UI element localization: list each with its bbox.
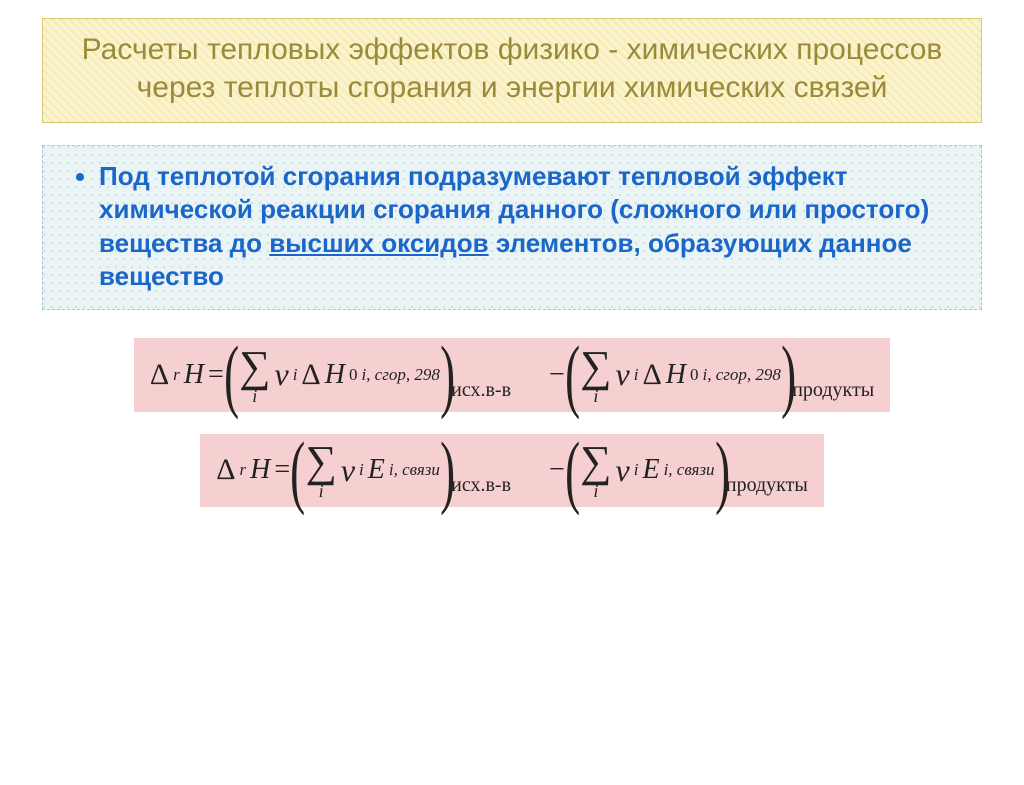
term-sup: 0 [349, 365, 358, 385]
slide: Расчеты тепловых эффектов физико - химич… [0, 18, 1024, 785]
term-H: H [325, 359, 345, 391]
paren-close-icon: ) [781, 344, 796, 406]
definition-item: Под теплотой сгорания подразумевают тепл… [99, 160, 963, 293]
nu: ν [616, 452, 630, 489]
sigma-icon: ∑ [580, 440, 611, 484]
lhs-sub: r [240, 460, 247, 480]
nu-sub: i [634, 365, 639, 385]
term-sub: i, сгор, 298 [703, 365, 781, 385]
formula-row-1: ΔrH = ( ∑ i νi ΔH0i, сгор, 298 ) исх.в-в… [0, 338, 1024, 412]
nu-sub: i [293, 365, 298, 385]
sum-icon: ∑ i [580, 345, 611, 405]
nu-sub: i [634, 460, 639, 480]
term-sub: i, связи [664, 460, 715, 480]
sum-icon: ∑ i [239, 345, 270, 405]
sigma-icon: ∑ [239, 345, 270, 389]
paren-close-icon: ) [715, 440, 730, 502]
lhs-H: H [184, 359, 204, 391]
outer-sub-left: исх.в-в [451, 379, 511, 402]
term-sub: i, сгор, 298 [361, 365, 439, 385]
formula-row-2: ΔrH = ( ∑ i νi Ei, связи ) исх.в-в − ( ∑… [0, 434, 1024, 508]
paren-open-icon: ( [565, 440, 580, 502]
term-delta: Δ [642, 358, 661, 392]
sum-icon: ∑ i [580, 440, 611, 500]
term-delta: Δ [301, 358, 320, 392]
paren-close-icon: ) [440, 440, 455, 502]
paren-open-icon: ( [290, 440, 305, 502]
lhs-sub: r [173, 365, 180, 385]
definition-box: Под теплотой сгорания подразумевают тепл… [42, 145, 982, 310]
delta: Δ [216, 453, 235, 487]
sigma-icon: ∑ [305, 440, 336, 484]
term-E: E [642, 454, 659, 486]
outer-sub-left: исх.в-в [451, 474, 511, 497]
lhs-H: H [250, 454, 270, 486]
minus: − [549, 359, 565, 391]
term-H: H [666, 359, 686, 391]
term-sup: 0 [690, 365, 699, 385]
sigma-index: i [319, 482, 324, 500]
term-E: E [368, 454, 385, 486]
term-sub: i, связи [389, 460, 440, 480]
formula-combustion: ΔrH = ( ∑ i νi ΔH0i, сгор, 298 ) исх.в-в… [134, 338, 890, 412]
paren-open-icon: ( [224, 344, 239, 406]
nu: ν [616, 356, 630, 393]
paren-close-icon: ) [440, 344, 455, 406]
sum-icon: ∑ i [305, 440, 336, 500]
nu: ν [274, 356, 288, 393]
title-text: Расчеты тепловых эффектов физико - химич… [82, 33, 943, 104]
sigma-icon: ∑ [580, 345, 611, 389]
sigma-index: i [593, 482, 598, 500]
slide-title: Расчеты тепловых эффектов физико - химич… [42, 18, 982, 123]
nu: ν [341, 452, 355, 489]
equals: = [274, 454, 290, 486]
formula-bond-energy: ΔrH = ( ∑ i νi Ei, связи ) исх.в-в − ( ∑… [200, 434, 824, 508]
outer-sub-right: продукты [726, 474, 808, 497]
sigma-index: i [252, 387, 257, 405]
paren-open-icon: ( [565, 344, 580, 406]
equals: = [208, 359, 224, 391]
delta: Δ [150, 358, 169, 392]
sigma-index: i [593, 387, 598, 405]
definition-part3: высших оксидов [269, 228, 488, 258]
minus: − [549, 454, 565, 486]
nu-sub: i [359, 460, 364, 480]
outer-sub-right: продукты [792, 379, 874, 402]
